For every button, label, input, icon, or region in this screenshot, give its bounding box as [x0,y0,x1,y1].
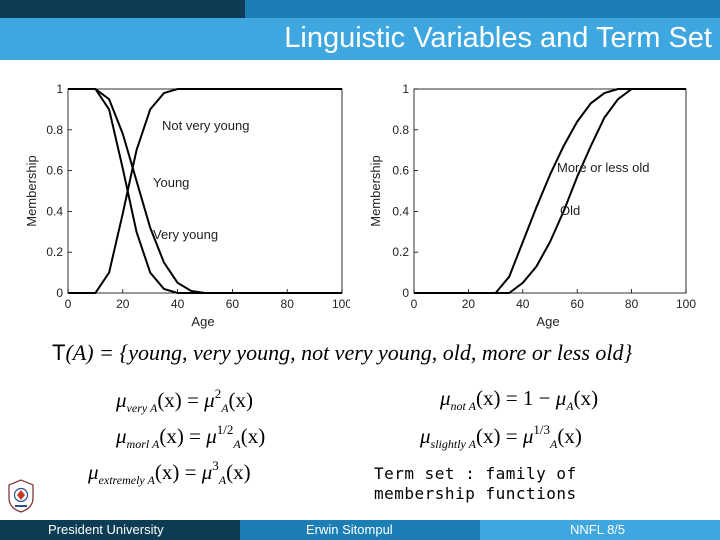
curve-label-young: Young [153,175,189,190]
top-strip-dark [0,0,245,18]
curve-label-more-or-less-old: More or less old [557,160,649,175]
x-tick-label: 0 [411,297,418,311]
formula-not-subscript: not A [450,399,476,413]
y-tick-label: 0.2 [46,245,63,259]
formula-very-subscript: very A [126,401,158,415]
footer-segment-middle [240,520,480,540]
x-tick-label: 20 [116,297,130,311]
x-tick-label: 100 [676,297,696,311]
series-line-very-young [68,88,342,294]
footer: President University Erwin Sitompul NNFL… [0,520,720,540]
formula-not: μnot A(x) = 1 − μA(x) [440,386,599,413]
y-axis-label: Membership [24,155,39,227]
x-tick-label: 40 [171,297,185,311]
university-logo-icon [8,479,34,513]
footer-segment-right [480,520,720,540]
formula-very: μvery A(x) = μ2A(x) [116,386,254,415]
y-tick-label: 0.6 [392,164,409,178]
x-tick-label: 60 [226,297,240,311]
term-set-symbol: T [52,340,66,365]
plot-frame [413,88,687,294]
slide-title: Linguistic Variables and Term Set [284,22,712,54]
y-tick-label: 0.4 [392,204,409,218]
x-tick-label: 100 [332,297,350,311]
y-tick-label: 0.6 [46,164,63,178]
term-set-terms: young, very young, not very young, old, … [128,340,624,365]
y-tick-label: 0.8 [392,123,409,137]
term-set-open: (A) = { [65,340,129,365]
x-tick-label: 60 [571,297,585,311]
formula-slightly-subscript: slightly A [430,437,476,451]
curve-label-old: Old [560,203,580,218]
y-tick-label: 0 [402,286,409,300]
y-axis-label: Membership [368,155,383,227]
x-tick-label: 80 [281,297,295,311]
term-set-definition: T(A) = {young, very young, not very youn… [52,340,632,366]
chart-young: 0 20 40 60 80 100 0 0.2 0.4 0.6 0.8 1 Age Membership N… [24,82,350,329]
term-set-close: } [623,340,633,365]
series-line-old [414,88,686,294]
x-tick-label: 80 [625,297,639,311]
curve-label-not-very-young: Not very young [162,118,249,133]
y-tick-label: 0.8 [46,123,63,137]
curve-label-very-young: Very young [153,227,218,242]
formula-morl-subscript: morl A [126,437,160,451]
x-axis-label: Age [536,314,559,329]
series-line-not-very-young [68,88,342,294]
series-line-more-or-less-old [414,88,686,294]
y-tick-label: 1 [402,82,409,96]
chart-old: 0 20 40 60 80 100 0 0.2 0.4 0.6 0.8 1 Age Membership M… [368,82,696,329]
footer-author: Erwin Sitompul [306,522,393,537]
x-tick-label: 0 [65,297,72,311]
footer-segment-left [0,520,240,540]
title-bar-left-block [0,18,160,60]
x-tick-label: 20 [462,297,476,311]
footer-page-number: NNFL 8/5 [570,522,626,537]
formula-extremely: μextremely A(x) = μ3A(x) [88,458,251,487]
caption-line-1: Term set : family of [374,464,577,483]
formula-more-or-less: μmorl A(x) = μ1/2A(x) [116,422,266,451]
x-axis-label: Age [191,314,214,329]
caption: Term set : family of membership function… [374,464,577,504]
top-strip-blue [245,0,720,18]
title-bar [0,18,720,60]
x-tick-label: 40 [516,297,530,311]
formula-slightly: μslightly A(x) = μ1/3A(x) [420,422,582,451]
y-tick-label: 0.2 [392,245,409,259]
y-tick-label: 0.4 [46,204,63,218]
y-tick-label: 1 [56,82,63,96]
y-tick-label: 0 [56,286,63,300]
footer-institution: President University [48,522,164,537]
formula-extremely-subscript: extremely A [98,473,155,487]
caption-line-2: membership functions [374,484,577,503]
